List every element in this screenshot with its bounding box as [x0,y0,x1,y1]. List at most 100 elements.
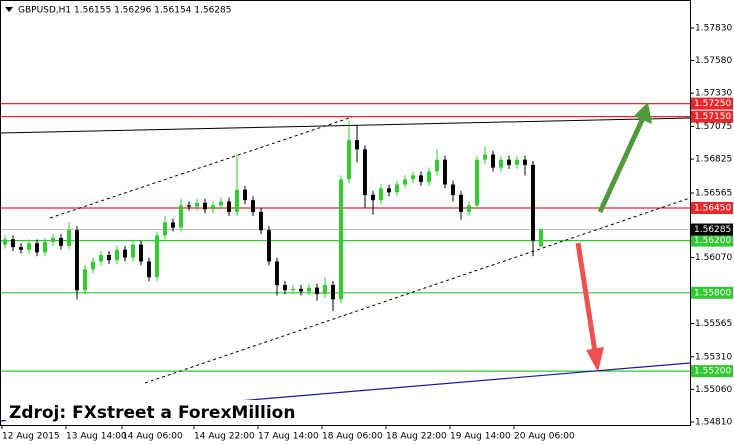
candle-body [339,179,343,300]
x-tick-label: 14 Aug 06:00 [122,432,183,442]
candle-body [51,238,55,242]
x-tick-label: 17 Aug 14:00 [258,432,319,442]
y-axis: 1.57830 1.57580 1.57330 1.57075 1.56825 1.565… [690,23,733,427]
candle-body [251,200,255,212]
candle-body [403,179,407,185]
candle-body [267,230,271,262]
x-tick-label: 12 Aug 2015 [2,432,60,442]
candle-body [19,247,23,250]
candle-body [299,288,303,292]
arrow-down [575,242,604,372]
candle-body [387,188,391,193]
candle-body [291,288,295,291]
candle-body [491,154,495,168]
candle-body [227,201,231,212]
current-price-bg [691,223,733,236]
y-tick-label: 1.56565 [695,188,732,198]
candle-body [307,287,311,292]
candle-body [499,159,503,168]
candle-body [395,184,399,193]
level-label-bg [691,110,733,123]
candles [3,120,543,312]
candle-body [163,222,167,236]
candle-body [75,230,79,291]
candle-body [147,261,151,278]
candle-body [347,140,351,180]
candle-body [515,159,519,165]
candle-body [155,235,159,278]
candle-body [11,239,15,248]
x-tick-label: 18 Aug 22:00 [386,432,447,442]
candle-body [195,202,199,207]
level-label: 1.57150 [694,112,731,122]
level-label-bg [691,201,733,214]
candle-body [539,229,543,247]
candle-body [443,159,447,185]
y-tick-label: 1.57330 [695,89,732,99]
candle-body [107,254,111,261]
candle-body [99,254,103,262]
y-tick-label: 1.57830 [695,23,732,33]
x-tick-label: 14 Aug 22:00 [194,432,255,442]
candle-body [363,149,367,195]
candle-body [115,249,119,261]
candle-body [91,261,95,270]
candle-body [419,175,423,182]
chart-title: GBPUSD,H1 1.56155 1.56296 1.56154 1.5628… [18,6,231,16]
candle-body [371,194,375,201]
candle-body [171,222,175,228]
candle-body [259,211,263,231]
candle-body [315,287,319,295]
level-label-bg [691,234,733,247]
level-label: 1.55200 [694,367,731,377]
y-tick-label: 1.56070 [695,253,732,263]
level-label-bg [691,286,733,299]
candle-body [459,194,463,212]
current-price-label: 1.56285 [694,225,731,235]
candle-body [83,269,87,291]
y-tick-label: 1.54810 [695,417,732,427]
candle-body [43,241,47,253]
candle-body [435,159,439,172]
menu-triangle[interactable] [5,7,13,12]
candle-body [35,243,39,253]
level-label: 1.57250 [694,99,731,109]
candle-body [355,140,359,150]
y-tick-label: 1.55060 [695,385,732,395]
candle-body [123,249,127,258]
x-tick-label: 13 Aug 14:00 [66,432,127,442]
candle-body [139,244,143,262]
candle-body [475,159,479,206]
candle-body [531,164,535,241]
candle-body [523,159,527,165]
level-label: 1.55800 [694,288,731,298]
candle-body [467,205,471,212]
x-tick-label: 18 Aug 06:00 [322,432,383,442]
candle-body [235,189,239,212]
y-tick-label: 1.55565 [695,319,732,329]
candle-body [507,159,511,165]
level-label: 1.56450 [694,203,731,213]
candle-body [483,154,487,160]
trend-line [0,117,691,134]
candle-body [331,284,335,300]
candle-body [219,201,223,206]
candle-body [203,202,207,210]
levels [0,103,690,372]
y-tick-label: 1.56825 [695,155,732,165]
candle-body [67,230,71,246]
candle-body [283,284,287,291]
candle-body [379,188,383,201]
candle-body [211,205,215,210]
arrow-up [597,102,652,214]
level-label-bg [691,365,733,378]
annotation-bg [6,400,268,422]
candle-body [411,175,415,180]
candle-body [131,244,135,258]
y-tick-label: 1.55310 [695,352,732,362]
candle-body [59,238,63,246]
level-label-bg [691,97,733,110]
